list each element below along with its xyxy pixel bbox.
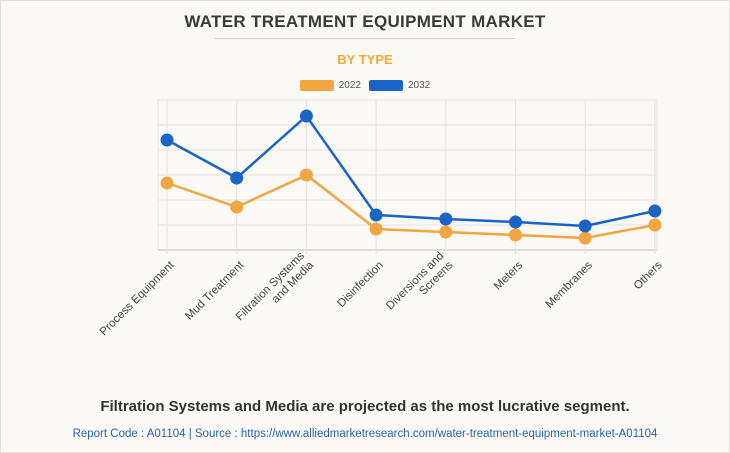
x-tick-label: Others	[632, 259, 665, 292]
data-point-2022	[578, 231, 592, 245]
data-point-2022	[369, 222, 383, 236]
x-tick-label: Membranes	[544, 259, 596, 311]
chart-footnote: Filtration Systems and Media are project…	[100, 398, 630, 415]
data-point-2032	[578, 219, 592, 233]
data-point-2022	[299, 168, 313, 182]
data-point-2022	[160, 176, 174, 190]
chart-subtitle: BY TYPE	[337, 52, 393, 67]
data-point-2032	[369, 208, 383, 222]
data-point-2032	[509, 215, 522, 229]
legend-swatch-2032	[369, 80, 403, 91]
chart-title: WATER TREATMENT EQUIPMENT MARKET	[184, 12, 546, 31]
series-line-2032	[166, 114, 656, 228]
x-tick-label: Filtration Systemsand Media	[234, 250, 317, 333]
x-tick-label: Diversions andScreens	[384, 250, 456, 322]
title-divider	[215, 38, 515, 39]
source-citation: Report Code : A01104 | Source : https://…	[72, 428, 658, 440]
legend-swatch-2022	[299, 80, 334, 91]
data-point-2022	[509, 228, 522, 242]
x-tick-label-line: Process Equipment	[98, 259, 178, 339]
data-point-2022	[230, 200, 244, 214]
legend-label-2032: 2032	[408, 80, 431, 91]
x-tick-label-line: Disinfection	[335, 259, 386, 310]
series-line-2022	[166, 173, 656, 240]
x-tick-label: Meters	[492, 259, 526, 293]
legend-item-2022: 2022	[299, 80, 361, 91]
legend-label-2022: 2022	[338, 80, 361, 91]
x-tick-label-line: Meters	[492, 259, 526, 293]
data-point-2032	[230, 171, 244, 185]
data-point-2032	[648, 204, 662, 218]
x-tick-label: Process Equipment	[98, 259, 178, 339]
data-point-2022	[439, 225, 453, 239]
legend-item-2032: 2032	[369, 80, 430, 91]
x-tick-label-line: Membranes	[544, 259, 596, 311]
x-tick-label: Disinfection	[335, 259, 386, 310]
x-tick-label-line: Others	[632, 259, 665, 292]
data-point-2032	[299, 109, 313, 123]
data-point-2022	[648, 218, 662, 232]
data-point-2032	[160, 133, 174, 147]
data-point-2032	[439, 212, 453, 226]
legend: 2022 2032	[0, 80, 730, 91]
